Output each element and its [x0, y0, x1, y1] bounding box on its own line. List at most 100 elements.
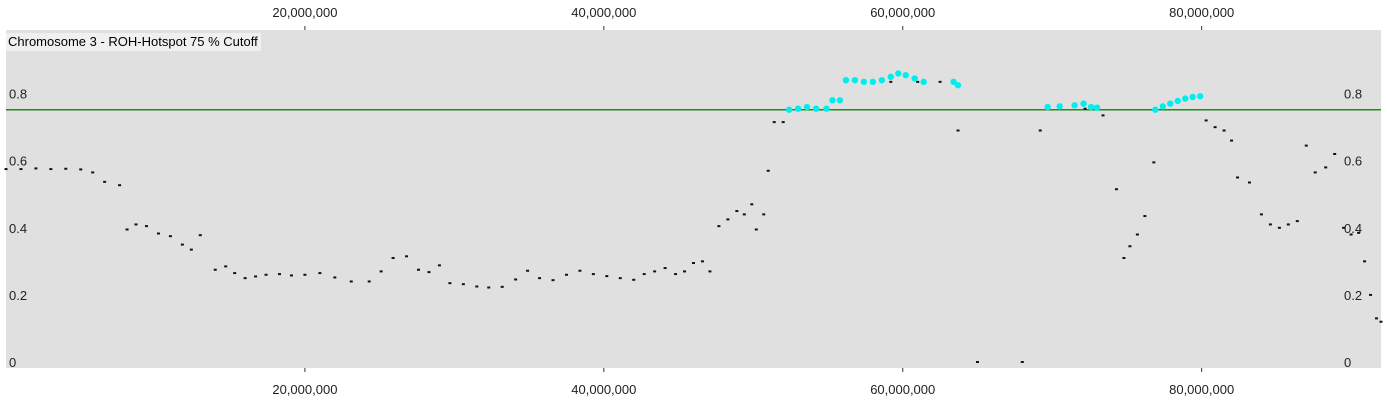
data-point [1357, 231, 1361, 234]
data-point [168, 235, 172, 238]
series-below-cutoff [4, 80, 1383, 363]
data-point-hotspot [954, 82, 962, 89]
data-point-hotspot [1196, 93, 1204, 100]
data-point [254, 275, 258, 278]
data-point [1143, 215, 1147, 218]
data-point [717, 225, 721, 228]
y-tick-label: 0.4 [9, 221, 27, 236]
data-point [144, 225, 148, 228]
data-point [618, 277, 622, 280]
data-point [64, 167, 68, 170]
data-point [1259, 213, 1263, 216]
data-point [461, 283, 465, 286]
data-point [79, 168, 83, 171]
data-point [1286, 223, 1290, 226]
data-point [1101, 114, 1105, 117]
y-tick-label: 0.2 [1344, 288, 1362, 303]
data-point [1295, 220, 1299, 223]
x-tick-label: 60,000,000 [870, 382, 935, 397]
data-point [1342, 226, 1346, 229]
data-point [663, 267, 667, 270]
data-point [750, 203, 754, 206]
data-point [564, 273, 568, 276]
x-tick-label: 40,000,000 [571, 5, 636, 20]
data-point [1114, 188, 1118, 191]
data-point [278, 273, 282, 276]
data-point [653, 270, 657, 273]
data-point [1128, 245, 1132, 248]
data-point [189, 248, 193, 251]
data-point [683, 270, 687, 273]
data-point [475, 285, 479, 288]
data-point-hotspot [860, 78, 868, 86]
data-point [289, 274, 293, 277]
y-axis-right: 00.20.40.60.8 [1344, 87, 1362, 370]
data-point [1083, 107, 1087, 110]
series-above-cutoff [785, 70, 1204, 113]
data-point-hotspot [812, 105, 820, 112]
y-tick-label: 0 [9, 355, 16, 370]
data-point [125, 228, 129, 231]
data-point [938, 80, 942, 83]
data-point [49, 168, 53, 171]
y-tick-label: 0 [1344, 355, 1351, 370]
data-point [487, 286, 491, 289]
data-point [19, 168, 23, 171]
data-point-hotspot [887, 73, 894, 81]
data-point-hotspot [851, 76, 859, 84]
data-point [726, 218, 730, 221]
data-point-hotspot [920, 78, 927, 86]
data-point [333, 276, 337, 279]
data-point [1324, 166, 1328, 169]
data-point [1222, 129, 1226, 132]
data-point [1122, 256, 1126, 259]
data-point [405, 255, 409, 258]
data-point-hotspot [1182, 95, 1189, 102]
data-point-hotspot [1167, 100, 1174, 107]
data-point [735, 210, 739, 213]
data-point [34, 167, 38, 170]
data-point [1349, 233, 1353, 236]
data-point [1369, 293, 1373, 296]
data-point-hotspot [1093, 104, 1101, 111]
data-point [742, 213, 746, 216]
data-point-hotspot [842, 76, 850, 84]
data-point [754, 228, 758, 231]
data-point [224, 265, 228, 268]
data-point [448, 282, 452, 285]
data-point [318, 272, 322, 275]
data-point [103, 180, 107, 183]
data-point [700, 260, 704, 263]
data-point [1379, 320, 1383, 323]
x-axis-top: 20,000,000 40,000,000 60,000,000 80,000,000 [272, 5, 1234, 30]
data-point [692, 262, 695, 265]
y-tick-label: 0.6 [9, 154, 27, 169]
data-point [578, 269, 582, 272]
data-point [1230, 139, 1234, 142]
data-point [427, 271, 431, 274]
data-point-hotspot [829, 97, 836, 104]
y-tick-label: 0.8 [1344, 87, 1362, 102]
data-point [91, 171, 95, 174]
data-point [975, 361, 979, 363]
data-point [1236, 176, 1240, 179]
chart-title: Chromosome 3 - ROH-Hotspot 75 % Cutoff [6, 33, 261, 51]
data-point [213, 268, 217, 271]
data-point [1204, 119, 1208, 122]
data-point-hotspot [895, 70, 902, 77]
data-point [1038, 129, 1042, 132]
data-point [1135, 233, 1139, 236]
data-point [500, 285, 504, 288]
data-point [1363, 260, 1367, 263]
data-point [264, 273, 268, 276]
x-tick-label: 20,000,000 [272, 5, 337, 20]
x-tick-label: 80,000,000 [1169, 5, 1234, 20]
y-axis-left: 0 0.2 0.4 0.6 0.8 [9, 87, 27, 370]
data-point [591, 273, 595, 276]
data-point [632, 278, 636, 281]
data-point-hotspot [803, 103, 811, 111]
data-point-hotspot [1189, 93, 1196, 101]
data-point [367, 280, 371, 283]
data-point [303, 273, 307, 276]
